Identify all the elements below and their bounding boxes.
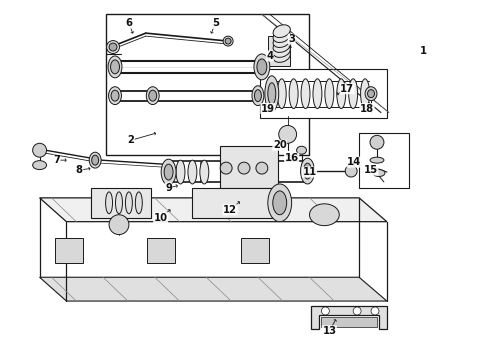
Ellipse shape — [370, 157, 384, 163]
Ellipse shape — [277, 79, 286, 109]
Bar — [241, 238, 269, 264]
Bar — [193, 188, 272, 218]
Text: 14: 14 — [347, 157, 361, 167]
Ellipse shape — [273, 25, 291, 37]
Ellipse shape — [368, 90, 374, 98]
Text: 11: 11 — [302, 167, 317, 177]
Ellipse shape — [111, 60, 120, 74]
Ellipse shape — [257, 59, 267, 75]
Ellipse shape — [125, 192, 132, 214]
Text: 16: 16 — [285, 153, 299, 163]
Bar — [55, 238, 83, 264]
Text: 19: 19 — [261, 104, 275, 113]
Bar — [359, 133, 409, 188]
Ellipse shape — [109, 87, 122, 105]
Text: 18: 18 — [360, 104, 374, 113]
Ellipse shape — [254, 54, 270, 80]
Text: 9: 9 — [165, 183, 172, 193]
Ellipse shape — [220, 162, 232, 174]
Ellipse shape — [349, 79, 358, 109]
Ellipse shape — [273, 35, 291, 48]
Ellipse shape — [289, 79, 298, 109]
Polygon shape — [40, 277, 387, 301]
Ellipse shape — [92, 155, 98, 165]
Ellipse shape — [116, 192, 122, 214]
Ellipse shape — [238, 162, 250, 174]
Bar — [321, 317, 377, 327]
Ellipse shape — [365, 87, 377, 100]
Ellipse shape — [273, 45, 291, 57]
Ellipse shape — [225, 38, 231, 44]
Text: 4: 4 — [266, 51, 273, 61]
Bar — [91, 188, 151, 218]
Ellipse shape — [111, 90, 119, 101]
Circle shape — [353, 307, 361, 315]
Ellipse shape — [337, 79, 346, 109]
Ellipse shape — [254, 90, 261, 102]
Text: 7: 7 — [53, 155, 60, 165]
Ellipse shape — [273, 50, 291, 62]
Text: 13: 13 — [322, 326, 336, 336]
Ellipse shape — [252, 86, 264, 105]
Circle shape — [370, 135, 384, 149]
Circle shape — [33, 143, 47, 157]
Bar — [147, 238, 174, 264]
Bar — [106, 14, 310, 155]
Circle shape — [321, 307, 329, 315]
Bar — [220, 146, 278, 188]
Bar — [268, 36, 290, 66]
Text: 10: 10 — [154, 213, 168, 223]
Ellipse shape — [147, 87, 159, 105]
Ellipse shape — [200, 160, 209, 184]
Ellipse shape — [301, 79, 310, 109]
Ellipse shape — [149, 90, 157, 101]
Text: 8: 8 — [76, 165, 83, 175]
Ellipse shape — [373, 170, 385, 176]
Ellipse shape — [273, 40, 291, 53]
Ellipse shape — [268, 184, 292, 222]
Ellipse shape — [188, 160, 197, 184]
Ellipse shape — [109, 43, 117, 51]
Ellipse shape — [108, 56, 122, 78]
Ellipse shape — [223, 36, 233, 46]
Ellipse shape — [273, 191, 287, 215]
Text: 20: 20 — [273, 140, 287, 150]
Text: 17: 17 — [340, 84, 354, 94]
Ellipse shape — [268, 83, 276, 105]
Text: 3: 3 — [288, 34, 295, 44]
Ellipse shape — [361, 79, 369, 109]
Ellipse shape — [176, 160, 185, 184]
Ellipse shape — [296, 146, 307, 154]
Ellipse shape — [105, 192, 113, 214]
Ellipse shape — [325, 79, 334, 109]
Ellipse shape — [313, 79, 322, 109]
Ellipse shape — [89, 152, 101, 168]
Circle shape — [371, 307, 379, 315]
Text: 5: 5 — [212, 18, 219, 28]
Text: 6: 6 — [125, 18, 132, 28]
Ellipse shape — [135, 192, 142, 214]
Circle shape — [109, 215, 129, 235]
Circle shape — [345, 165, 357, 177]
Text: 1: 1 — [420, 46, 427, 56]
Ellipse shape — [310, 204, 339, 226]
Ellipse shape — [161, 159, 176, 185]
Bar — [260, 69, 387, 118]
Ellipse shape — [33, 161, 47, 170]
Text: 2: 2 — [127, 135, 134, 145]
Ellipse shape — [164, 164, 173, 180]
Polygon shape — [312, 306, 387, 329]
Circle shape — [279, 125, 296, 143]
Ellipse shape — [300, 158, 315, 184]
Text: 15: 15 — [364, 165, 378, 175]
Ellipse shape — [273, 30, 291, 42]
Text: 12: 12 — [223, 205, 237, 215]
Ellipse shape — [107, 41, 120, 54]
Polygon shape — [40, 198, 387, 222]
Ellipse shape — [256, 162, 268, 174]
Ellipse shape — [303, 163, 312, 179]
Ellipse shape — [265, 76, 279, 112]
